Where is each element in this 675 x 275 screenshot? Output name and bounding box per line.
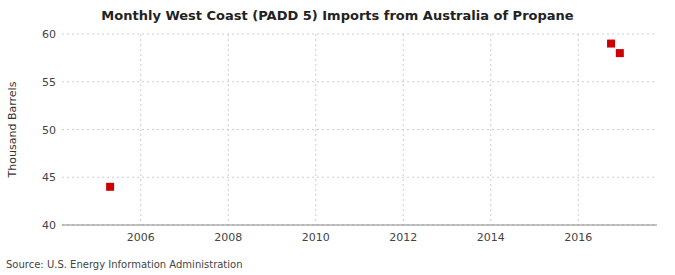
x-tick-label: 2010 [302,231,330,244]
x-grid-line [140,34,141,225]
y-tick-label: 50 [42,124,56,137]
y-tick-label: 55 [42,76,56,89]
y-grid-line [62,81,657,82]
x-axis-line [62,225,657,226]
y-tick-label: 40 [42,219,56,232]
grid [62,34,657,225]
chart-container: Monthly West Coast (PADD 5) Imports from… [0,0,675,275]
x-tick-label: 2016 [564,231,592,244]
x-grid-line [403,34,404,225]
source-note: Source: U.S. Energy Information Administ… [6,259,243,270]
x-grid-line [228,34,229,225]
point [106,183,114,191]
x-tick-label: 2006 [127,231,155,244]
y-grid-line [62,34,657,35]
y-grid-line [62,177,657,178]
x-tick-label: 2008 [214,231,242,244]
x-tick-label: 2012 [389,231,417,244]
x-grid-line [490,34,491,225]
y-grid-line [62,225,657,226]
x-grid-line [578,34,579,225]
point [607,40,615,48]
y-tick-label: 45 [42,171,56,184]
title: Monthly West Coast (PADD 5) Imports from… [101,8,573,23]
points [106,40,624,191]
y-axis-label: Thousand Barrels [6,81,19,178]
point [616,49,624,57]
chart-svg: Monthly West Coast (PADD 5) Imports from… [0,0,675,275]
x-grid-line [315,34,316,225]
y-tick-label: 60 [42,28,56,41]
x-tick-label: 2014 [477,231,505,244]
y-grid-line [62,129,657,130]
